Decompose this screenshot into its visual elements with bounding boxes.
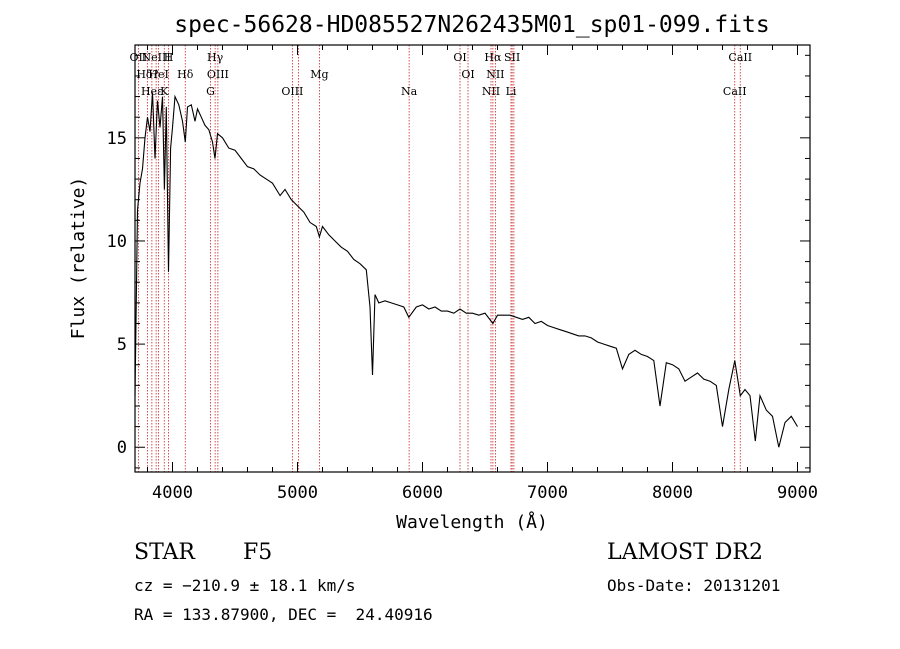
spectral-line-label: OII — [130, 51, 148, 64]
y-tick-label: 5 — [117, 335, 127, 355]
spectral-line-label: OI — [461, 68, 474, 81]
spectral-line-label: OIII — [207, 68, 229, 81]
spectral-line-label: G — [206, 85, 215, 98]
x-tick-label: 7000 — [527, 483, 568, 503]
spectral-line-label: Mg — [310, 68, 328, 81]
x-tick-label: 9000 — [777, 483, 818, 503]
spectral-line-markers — [137, 45, 741, 472]
spectral-line-label: Hγ — [207, 51, 224, 64]
spectral-line-label: SII — [504, 51, 520, 64]
coordinates: RA = 133.87900, DEC = 24.40916 — [134, 605, 433, 624]
spectral-line-label: CaII — [728, 51, 752, 64]
spectral-line-label: K — [160, 85, 169, 98]
spectral-line-label: Hδ? — [136, 68, 158, 81]
survey-name: LAMOST DR2 — [607, 540, 763, 565]
x-tick-label: 5000 — [277, 483, 318, 503]
obs-date: Obs-Date: 20131201 — [607, 576, 781, 595]
redshift-readout: cz = −210.9 ± 18.1 km/s — [134, 576, 356, 595]
spectral-line-label: CaII — [723, 85, 747, 98]
plot-frame — [134, 44, 811, 473]
y-tick-label: 15 — [107, 129, 127, 149]
axis-ticks: 4000 5000 6000 7000 8000 9000 0 5 10 15 — [107, 45, 818, 503]
x-tick-label: 4000 — [152, 483, 193, 503]
x-tick-label: 8000 — [652, 483, 693, 503]
spectral-line-label: Hδ — [177, 68, 194, 81]
spectrum-series-line — [134, 92, 798, 448]
spectral-line-labels: OII Hδ? Heɛ NeIII HeI K HHδ G Hγ OIII OIII Mg Na OI OI… — [130, 51, 753, 98]
spectral-line-label: Hα — [484, 51, 502, 64]
spectral-line-label: Na — [401, 85, 418, 98]
spectral-line-label: NII — [486, 68, 504, 81]
spectral-line-label: Heɛ — [141, 85, 163, 98]
y-tick-label: 0 — [117, 438, 127, 458]
spectral-line-label: NeIII — [142, 51, 171, 64]
spectral-line-label: HeI — [148, 68, 168, 81]
spectral-line-label: H — [164, 51, 174, 64]
spectral-line-label: OIII — [281, 85, 303, 98]
spectral-subclass: F5 — [243, 540, 273, 565]
spectral-line-label: Li — [506, 85, 517, 98]
chart-title: spec-56628-HD085527N262435M01_sp01-099.f… — [174, 12, 769, 38]
object-type: STAR — [134, 540, 195, 565]
x-tick-label: 6000 — [402, 483, 443, 503]
y-tick-label: 10 — [107, 232, 127, 252]
spectral-line-label: OI — [453, 51, 466, 64]
spectral-line-label: NII — [482, 85, 500, 98]
y-axis-label: Flux (relative) — [68, 177, 89, 340]
x-axis-label: Wavelength (Å) — [396, 511, 548, 533]
